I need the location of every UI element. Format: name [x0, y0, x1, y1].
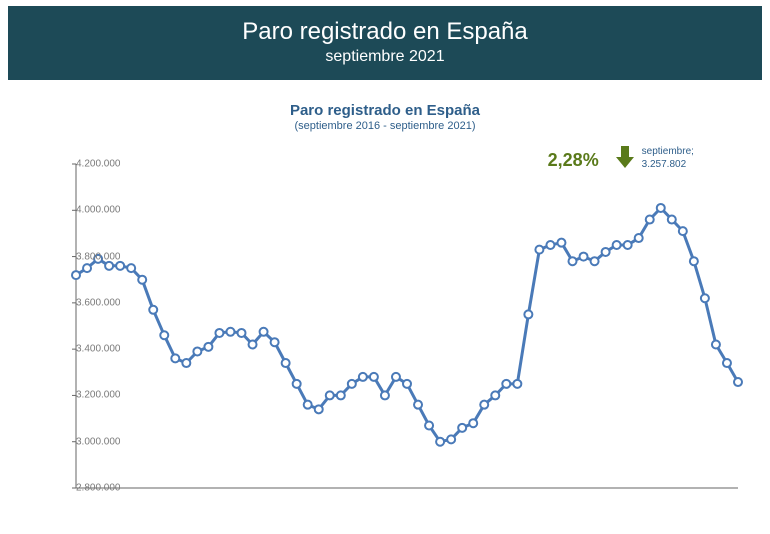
banner-title: Paro registrado en España — [8, 18, 762, 46]
line-chart — [16, 138, 746, 498]
callout-value: 3.257.802 — [642, 159, 687, 170]
chart-title: Paro registrado en España — [0, 102, 770, 119]
header-banner: Paro registrado en España septiembre 202… — [8, 6, 762, 80]
banner-subtitle: septiembre 2021 — [8, 48, 762, 66]
chart-area: 2,28% septiembre; 3.257.802 2.800.0003.0… — [16, 138, 746, 498]
callout-percent: 2,28% — [548, 150, 599, 171]
trend-down-icon — [614, 144, 636, 170]
page: Paro registrado en España septiembre 202… — [0, 6, 770, 534]
chart-subtitle: (septiembre 2016 - septiembre 2021) — [0, 120, 770, 132]
callout-last-value: septiembre; 3.257.802 — [642, 146, 694, 171]
callout-month: septiembre; — [642, 146, 694, 157]
